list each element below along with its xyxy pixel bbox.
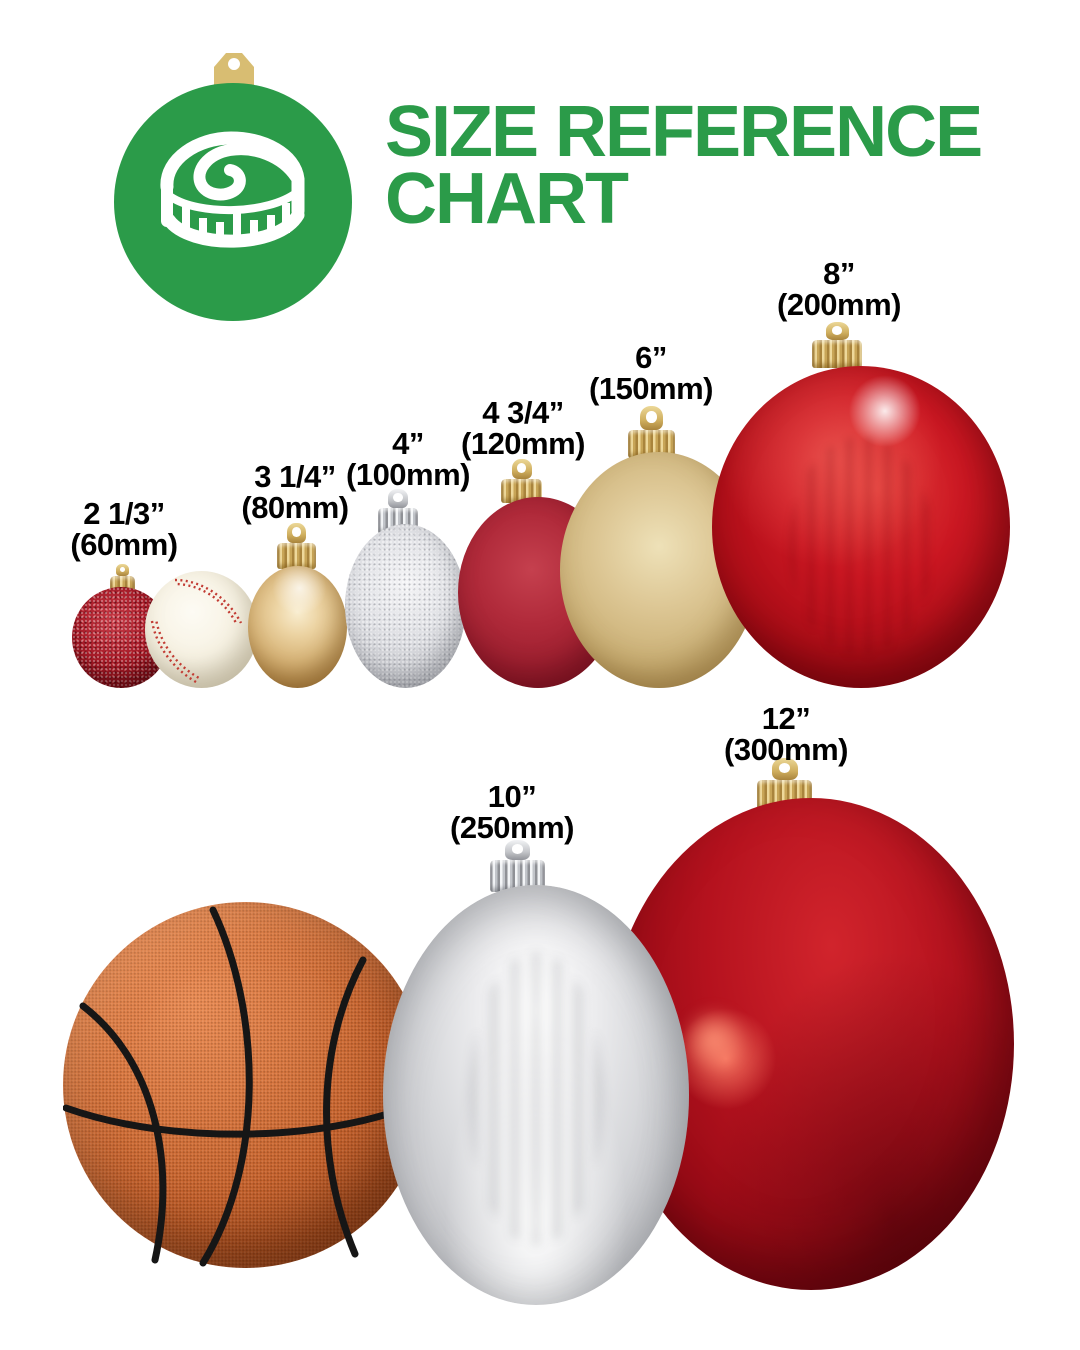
silver-shiny-ornament-10in [383,885,689,1305]
size-label-150mm: 6” (150mm) [589,340,714,406]
size-label-200mm: 8” (200mm) [777,256,902,322]
ornament-cap-icon [812,322,862,368]
ornament-cap-icon [214,53,254,86]
reflection-streaks [468,952,604,1247]
basketball [63,902,428,1268]
size-label-250mm: 10” (250mm) [450,779,575,845]
size-label-300mm: 12” (300mm) [724,701,849,767]
size-label-120mm: 4 3/4” (120mm) [461,395,586,461]
page-title: SIZE REFERENCE CHART [385,92,983,239]
title-line-2: CHART [385,159,629,239]
title-line-1: SIZE REFERENCE [385,92,983,172]
ornament-cap-icon [628,406,675,458]
basketball-seams [63,906,428,1267]
ornament-cap-icon [501,459,542,503]
silver-glitter-ornament [345,524,466,688]
size-label-100mm: 4” (100mm) [346,426,471,492]
baseball [145,571,258,688]
tape-measure-icon [160,131,305,248]
size-label-60mm: 2 1/3” (60mm) [70,496,178,562]
logo-circle [114,83,352,321]
red-shiny-ornament-8in [712,366,1010,688]
ornament-cap-icon [277,523,316,569]
size-label-80mm: 3 1/4” (80mm) [241,459,349,525]
highlight-spot [681,1004,747,1074]
gold-shiny-ornament [248,566,347,688]
reflection-folds [789,436,933,656]
baseball-seams [150,578,243,684]
